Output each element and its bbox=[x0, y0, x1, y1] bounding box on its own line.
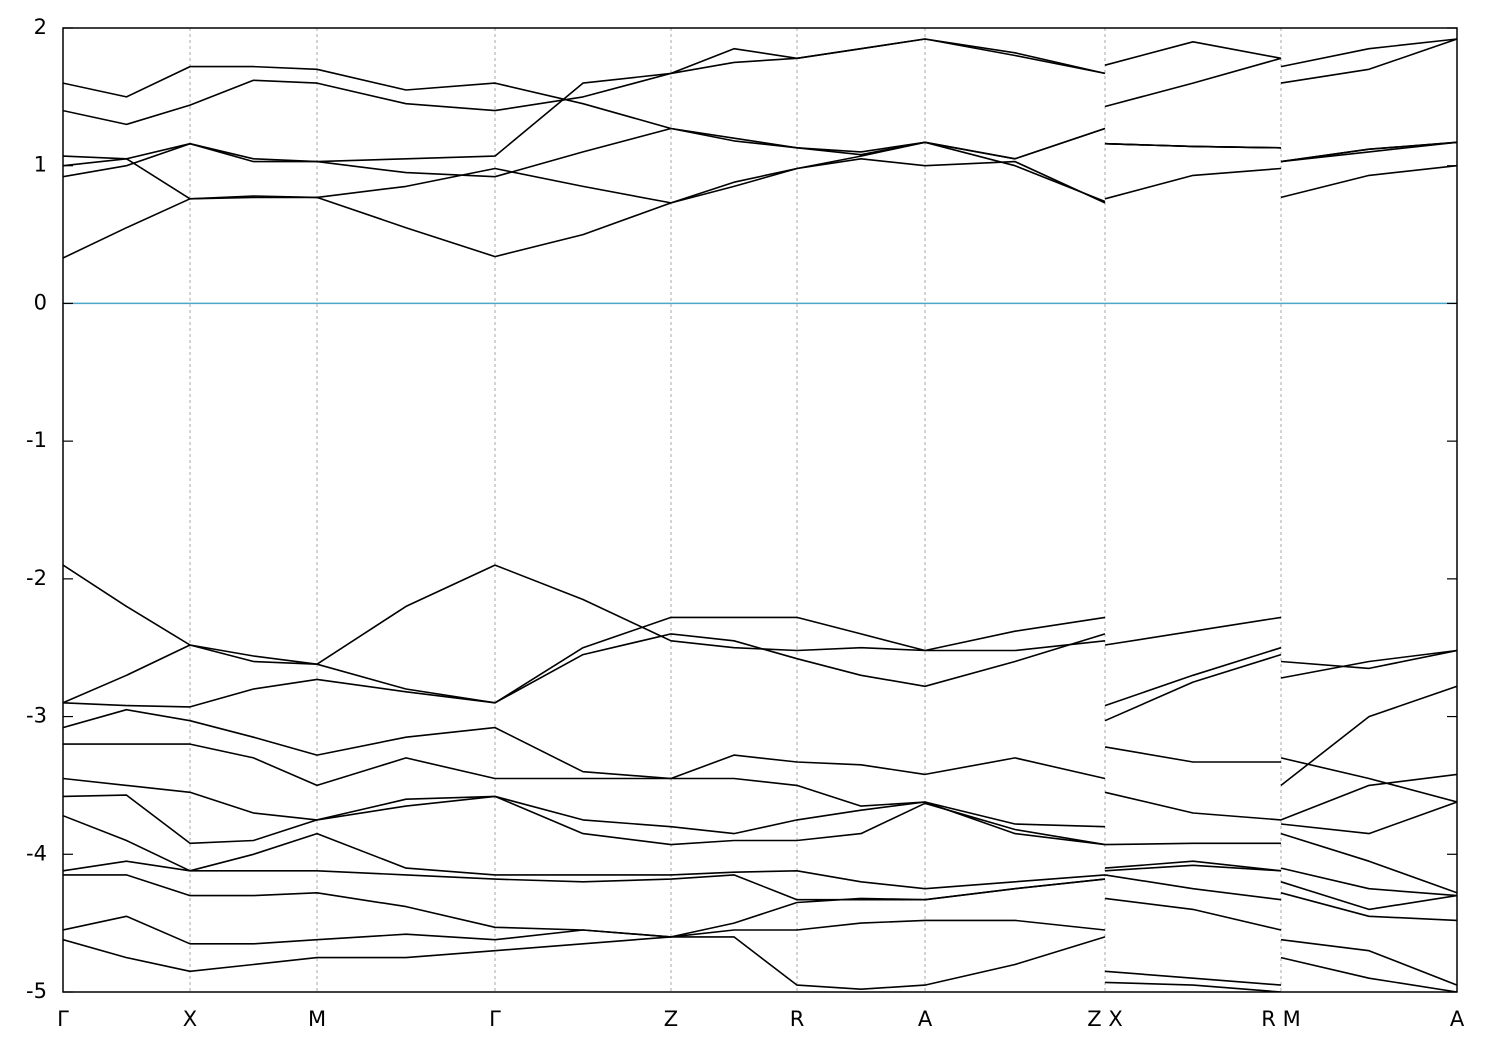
x-tick-label: Γ bbox=[489, 1007, 501, 1031]
plot-area bbox=[63, 28, 1457, 992]
band-line bbox=[63, 564, 1457, 670]
y-tick-label: -1 bbox=[26, 428, 47, 452]
band-line bbox=[63, 633, 1457, 787]
x-tick-label: A bbox=[1450, 1007, 1465, 1031]
band-line bbox=[63, 743, 1457, 828]
band-line bbox=[63, 38, 1457, 126]
y-tick-label: -4 bbox=[26, 841, 47, 865]
y-tick-label: 1 bbox=[34, 153, 47, 177]
x-tick-label: R bbox=[790, 1007, 805, 1031]
x-tick-label: M bbox=[308, 1007, 326, 1031]
band-line bbox=[63, 65, 1457, 163]
x-tick-label: R M bbox=[1261, 1007, 1300, 1031]
y-tick-label: -3 bbox=[26, 704, 47, 728]
x-tick-label: Γ bbox=[57, 1007, 69, 1031]
bands bbox=[63, 38, 1457, 992]
labels: -5 -4 -3 -2 -1 0 1 2 Γ X M Γ Z R A Z X R M A bbox=[26, 15, 1465, 1031]
band-line bbox=[63, 616, 1457, 707]
y-tick-label: -5 bbox=[26, 979, 47, 1003]
band-line bbox=[63, 708, 1457, 803]
band-line bbox=[63, 864, 1457, 973]
x-tick-label: Z X bbox=[1087, 1007, 1122, 1031]
band-line bbox=[63, 814, 1457, 901]
x-tick-label: Z bbox=[664, 1007, 678, 1031]
band-line bbox=[63, 794, 1457, 894]
y-tick-label: 2 bbox=[34, 15, 47, 39]
band-line bbox=[63, 777, 1457, 846]
x-tick-label: A bbox=[918, 1007, 933, 1031]
band-line bbox=[63, 915, 1457, 992]
y-tick-label: -2 bbox=[26, 566, 47, 590]
x-tick-label: X bbox=[183, 1007, 197, 1031]
plot-frame bbox=[62, 27, 1458, 993]
y-tick-label: 0 bbox=[34, 290, 47, 314]
